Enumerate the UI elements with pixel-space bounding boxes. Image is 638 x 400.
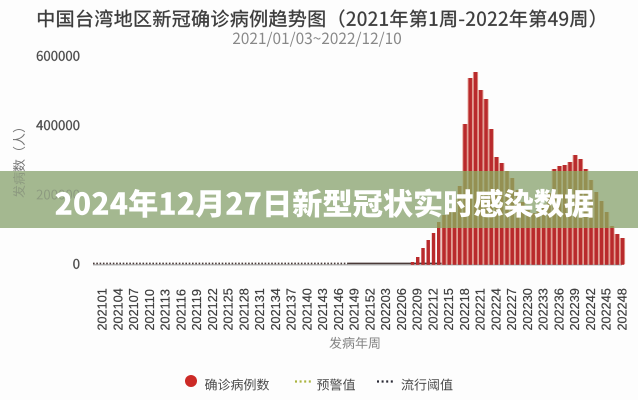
svg-text:202110: 202110 — [143, 289, 157, 330]
svg-text:202107: 202107 — [127, 288, 141, 330]
svg-text:202131: 202131 — [253, 288, 267, 330]
svg-text:202227: 202227 — [505, 288, 519, 330]
svg-text:202230: 202230 — [521, 288, 535, 330]
svg-text:202215: 202215 — [442, 288, 456, 330]
svg-text:202242: 202242 — [584, 288, 598, 330]
svg-text:202203: 202203 — [379, 288, 393, 330]
svg-text:202221: 202221 — [474, 288, 488, 330]
svg-text:202218: 202218 — [458, 288, 472, 330]
svg-text:202245: 202245 — [600, 288, 614, 330]
svg-text:202233: 202233 — [537, 288, 551, 330]
svg-text:202122: 202122 — [206, 288, 220, 330]
svg-text:202143: 202143 — [316, 288, 330, 330]
svg-text:202152: 202152 — [364, 288, 378, 330]
svg-text:202140: 202140 — [301, 288, 315, 330]
svg-text:202101: 202101 — [96, 288, 110, 330]
svg-text:202134: 202134 — [269, 288, 283, 330]
svg-text:202125: 202125 — [222, 288, 236, 330]
svg-text:202113: 202113 — [159, 289, 173, 330]
svg-text:202212: 202212 — [427, 288, 441, 330]
svg-text:202236: 202236 — [553, 288, 567, 330]
svg-text:202209: 202209 — [411, 288, 425, 330]
svg-text:202119: 202119 — [190, 289, 204, 330]
svg-text:202239: 202239 — [568, 288, 582, 330]
svg-text:202104: 202104 — [112, 288, 126, 330]
svg-text:202206: 202206 — [395, 288, 409, 330]
svg-text:202137: 202137 — [285, 288, 299, 330]
svg-text:202128: 202128 — [238, 288, 252, 330]
svg-text:202146: 202146 — [332, 288, 346, 330]
svg-text:202149: 202149 — [348, 288, 362, 330]
svg-text:202116: 202116 — [175, 289, 189, 330]
svg-text:202248: 202248 — [616, 288, 630, 330]
svg-text:202224: 202224 — [490, 288, 504, 330]
